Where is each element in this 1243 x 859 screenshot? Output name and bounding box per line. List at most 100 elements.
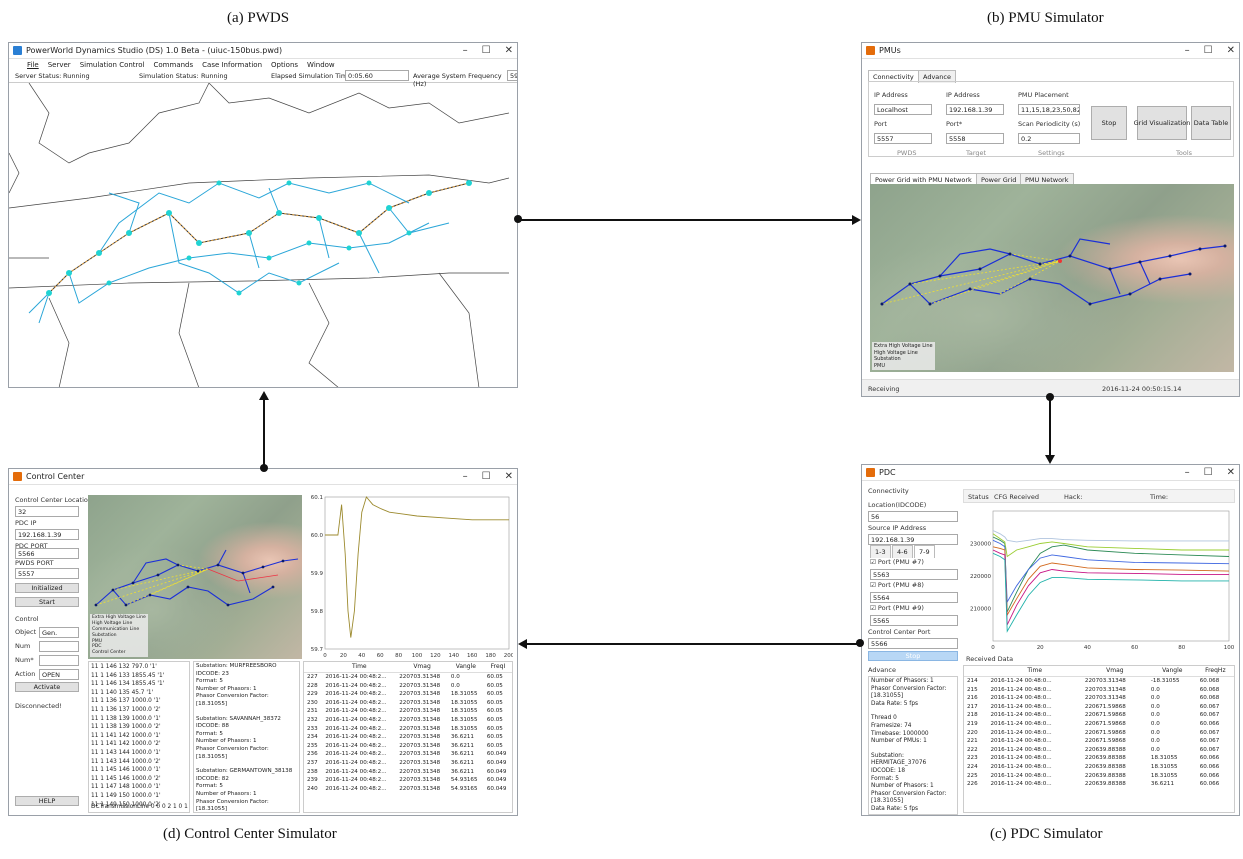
table-row[interactable]: 218 2016-11-24 00:48:0... 220671.59868 0.0 6…: [964, 711, 1234, 720]
list-item[interactable]: 11 1 149 150 1000.0 '1': [91, 792, 161, 799]
location-input[interactable]: 56: [868, 511, 958, 522]
table-row[interactable]: 240 2016-11-24 00:48:2... 220703.31348 54.9…: [304, 785, 512, 794]
list-item[interactable]: 11 1 140 135 45.7 '1': [91, 689, 154, 696]
placement-input[interactable]: 11,15,18,23,50,82,88: [1018, 104, 1080, 115]
close-icon[interactable]: ✕: [504, 45, 513, 56]
table-row[interactable]: 231 2016-11-24 00:48:2... 220703.31348 18.3…: [304, 707, 512, 716]
pdc-stop-button[interactable]: Stop: [868, 651, 958, 661]
data-table-button[interactable]: Data Table: [1191, 106, 1231, 140]
port-pmu9-input[interactable]: 5565: [870, 615, 958, 626]
table-row[interactable]: 233 2016-11-24 00:48:2... 220703.31348 18.3…: [304, 725, 512, 734]
minimize-icon[interactable]: –: [462, 45, 468, 56]
table-row[interactable]: 236 2016-11-24 00:48:2... 220703.31348 36.6…: [304, 750, 512, 759]
period-input[interactable]: 0.2: [1018, 133, 1080, 144]
tab-range-7-9[interactable]: 7-9: [914, 545, 935, 558]
table-row[interactable]: 228 2016-11-24 00:48:2... 220703.31348 0.0 6…: [304, 682, 512, 691]
table-row[interactable]: 225 2016-11-24 00:48:0... 220639.88388 18.3…: [964, 772, 1234, 781]
list-item[interactable]: 11 1 146 133 1855.45 '1': [91, 672, 165, 679]
table-row[interactable]: 229 2016-11-24 00:48:2... 220703.31348 18.3…: [304, 690, 512, 699]
table-row[interactable]: 221 2016-11-24 00:48:0... 220671.59868 0.0 6…: [964, 737, 1234, 746]
column-header[interactable]: Time: [322, 662, 397, 673]
list-item[interactable]: 11 1 145 146 1000.0 '1': [91, 767, 161, 774]
port-pmu8-label[interactable]: ☑ Port (PMU #8): [870, 581, 924, 589]
table-row[interactable]: 224 2016-11-24 00:48:0... 220639.88388 18.3…: [964, 763, 1234, 772]
minimize-icon[interactable]: –: [462, 471, 468, 482]
list-item[interactable]: 11 1 136 137 1000.0 '2': [91, 706, 161, 713]
object-select[interactable]: Gen.: [39, 627, 79, 638]
column-header[interactable]: Vangle: [1147, 666, 1197, 677]
list-item[interactable]: 11 1 141 142 1000.0 '2': [91, 741, 161, 748]
pmu-grid-map[interactable]: Extra High Voltage Line High Voltage Lin…: [870, 184, 1234, 372]
pwds-ip-input[interactable]: Localhost: [874, 104, 932, 115]
table-row[interactable]: 220 2016-11-24 00:48:0... 220671.59868 0.0 6…: [964, 729, 1234, 738]
pwds-map[interactable]: [9, 83, 518, 388]
table-row[interactable]: 223 2016-11-24 00:48:0... 220639.88388 18.3…: [964, 754, 1234, 763]
close-icon[interactable]: ✕: [504, 471, 513, 482]
list-item[interactable]: 11 1 149 150 1000.0 '2': [91, 801, 161, 808]
table-row[interactable]: 237 2016-11-24 00:48:2... 220703.31348 36.6…: [304, 759, 512, 768]
tab-range-1-3[interactable]: 1-3: [870, 545, 891, 558]
column-header[interactable]: Vmag: [1081, 666, 1148, 677]
start-button[interactable]: Start: [15, 597, 79, 607]
table-row[interactable]: 217 2016-11-24 00:48:0... 220671.59868 0.0 6…: [964, 703, 1234, 712]
column-header[interactable]: Vmag: [396, 662, 448, 673]
help-button[interactable]: HELP: [15, 796, 79, 806]
cc-location-input[interactable]: 32: [15, 506, 79, 517]
pmu-stop-button[interactable]: Stop: [1091, 106, 1127, 140]
menu-server[interactable]: Server: [47, 60, 71, 69]
column-header[interactable]: Time: [987, 666, 1082, 677]
table-row[interactable]: 219 2016-11-24 00:48:0... 220671.59868 0.0 6…: [964, 720, 1234, 729]
source-ip-input[interactable]: 192.168.1.39: [868, 534, 958, 545]
table-row[interactable]: 235 2016-11-24 00:48:2... 220703.31348 36.6…: [304, 742, 512, 751]
minimize-icon[interactable]: –: [1184, 45, 1190, 56]
pdc-port-input[interactable]: 5566: [15, 548, 79, 559]
cc-port-input[interactable]: 5566: [868, 638, 958, 649]
grid-visualization-button[interactable]: Grid Visualization: [1134, 106, 1190, 140]
port-pmu7-label[interactable]: ☑ Port (PMU #7): [870, 558, 924, 566]
table-row[interactable]: 227 2016-11-24 00:48:2... 220703.31348 0.0 6…: [304, 673, 512, 682]
maximize-icon[interactable]: ☐: [481, 471, 491, 482]
column-header[interactable]: FreqI: [483, 662, 512, 673]
tab-range-4-6[interactable]: 4-6: [892, 545, 913, 558]
list-item[interactable]: 11 1 143 144 1000.0 '1': [91, 749, 161, 756]
pwds-port-input[interactable]: 5557: [874, 133, 932, 144]
table-row[interactable]: 238 2016-11-24 00:48:2... 220703.31348 36.6…: [304, 768, 512, 777]
column-header[interactable]: Vangle: [447, 662, 484, 673]
maximize-icon[interactable]: ☐: [481, 45, 491, 56]
menu-file[interactable]: File: [27, 60, 39, 69]
list-item[interactable]: 11 1 141 142 1000.0 '1': [91, 732, 161, 739]
menu-simulation-control[interactable]: Simulation Control: [79, 60, 145, 69]
menu-window[interactable]: Window: [307, 60, 335, 69]
list-item[interactable]: 11 1 138 139 1000.0 '2': [91, 724, 161, 731]
list-item[interactable]: 11 1 147 148 1000.0 '1': [91, 784, 161, 791]
close-icon[interactable]: ✕: [1226, 45, 1235, 56]
menu-commands[interactable]: Commands: [153, 60, 194, 69]
num2-input[interactable]: [39, 655, 79, 666]
action-select[interactable]: OPEN: [39, 669, 79, 680]
table-row[interactable]: 234 2016-11-24 00:48:2... 220703.31348 36.6…: [304, 733, 512, 742]
tab-pmu-network[interactable]: PMU Network: [1020, 173, 1074, 186]
pdc-ip-input[interactable]: 192.168.1.39: [15, 529, 79, 540]
minimize-icon[interactable]: –: [1184, 467, 1190, 478]
maximize-icon[interactable]: ☐: [1203, 467, 1213, 478]
column-header[interactable]: [304, 662, 323, 673]
table-row[interactable]: 230 2016-11-24 00:48:2... 220703.31348 18.3…: [304, 699, 512, 708]
list-item[interactable]: 11 1 146 134 1855.45 '1': [91, 681, 165, 688]
table-row[interactable]: 232 2016-11-24 00:48:2... 220703.31348 18.3…: [304, 716, 512, 725]
table-row[interactable]: 226 2016-11-24 00:48:0... 220639.88388 36.6…: [964, 780, 1234, 789]
port-pmu8-input[interactable]: 5564: [870, 592, 958, 603]
column-header[interactable]: [964, 666, 988, 677]
list-item[interactable]: 11 1 146 132 797.0 '1': [91, 664, 157, 670]
target-ip-input[interactable]: 192.168.1.39: [946, 104, 1004, 115]
port-pmu7-input[interactable]: 5563: [870, 569, 958, 580]
list-item[interactable]: 11 1 138 139 1000.0 '1': [91, 715, 161, 722]
list-item[interactable]: 11 1 145 146 1000.0 '2': [91, 775, 161, 782]
menu-options[interactable]: Options: [271, 60, 299, 69]
initialize-button[interactable]: Initialized: [15, 583, 79, 593]
list-item[interactable]: 11 1 136 137 1000.0 '1': [91, 698, 161, 705]
activate-button[interactable]: Activate: [15, 682, 79, 692]
port-pmu9-label[interactable]: ☑ Port (PMU #9): [870, 604, 924, 612]
cc-grid-map[interactable]: Extra High Voltage Line High Voltage Lin…: [88, 495, 302, 659]
maximize-icon[interactable]: ☐: [1203, 45, 1213, 56]
table-row[interactable]: 239 2016-11-24 00:48:2... 220703.31348 54.9…: [304, 776, 512, 785]
